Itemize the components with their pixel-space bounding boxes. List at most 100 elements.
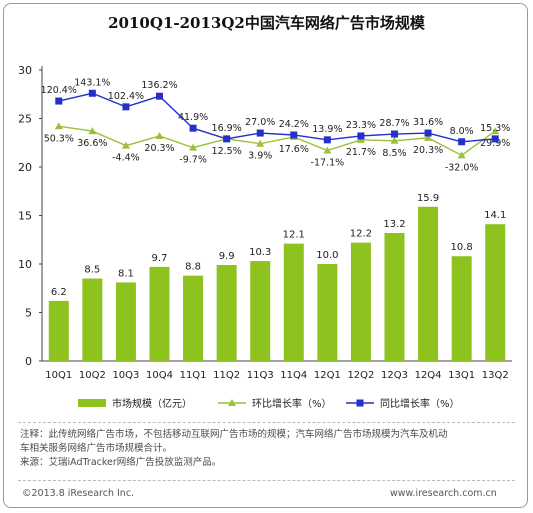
footer-divider bbox=[18, 480, 515, 481]
chart-title: 2010Q1-2013Q2中国汽车网络广告市场规模 bbox=[108, 14, 425, 32]
bar bbox=[216, 264, 237, 361]
y-tick-label: 0 bbox=[25, 355, 32, 368]
legend-label-yoy: 同比增长率（%） bbox=[380, 397, 460, 410]
bar-value-label: 12.1 bbox=[283, 230, 305, 241]
y-tick-label: 15 bbox=[18, 210, 32, 223]
bar bbox=[317, 264, 338, 361]
bar-value-label: 15.9 bbox=[417, 193, 439, 204]
yoy-marker bbox=[156, 92, 163, 100]
y-tick-label: 30 bbox=[18, 64, 32, 77]
bar bbox=[48, 300, 69, 361]
yoy-marker bbox=[55, 97, 63, 105]
x-tick-label: 10Q3 bbox=[112, 370, 139, 381]
bar bbox=[451, 256, 472, 361]
bar bbox=[250, 261, 271, 361]
mom-label: 21.7% bbox=[346, 147, 376, 158]
x-tick-label: 11Q3 bbox=[247, 370, 274, 381]
mom-marker bbox=[189, 143, 198, 151]
y-tick-label: 20 bbox=[18, 161, 32, 174]
yoy-marker bbox=[189, 124, 197, 132]
yoy-marker bbox=[323, 136, 331, 144]
mom-label: 20.3% bbox=[413, 145, 443, 156]
x-tick-label: 11Q1 bbox=[180, 370, 207, 381]
bar-value-label: 9.9 bbox=[219, 251, 235, 262]
mom-label: 36.6% bbox=[77, 138, 107, 149]
mom-marker bbox=[390, 136, 399, 144]
mom-marker bbox=[256, 139, 265, 147]
x-tick-label: 12Q4 bbox=[415, 370, 442, 381]
note-line-1: 注释：此传统网络广告市场，不包括移动互联网广告市场的规模；汽车网络广告市场规模为… bbox=[20, 429, 448, 440]
x-tick-label: 13Q2 bbox=[482, 370, 509, 381]
y-tick-label: 5 bbox=[25, 307, 32, 320]
x-tick-label: 11Q2 bbox=[213, 370, 240, 381]
mom-label: 50.3% bbox=[44, 133, 74, 144]
x-tick-label: 11Q4 bbox=[280, 370, 307, 381]
bar-value-label: 8.1 bbox=[118, 268, 134, 279]
legend-swatch-bar bbox=[78, 399, 106, 407]
mom-label: 3.9% bbox=[248, 151, 272, 162]
bar bbox=[115, 282, 136, 361]
mom-marker bbox=[88, 127, 97, 135]
bar-value-label: 13.2 bbox=[383, 219, 405, 230]
x-tick-label: 10Q1 bbox=[45, 370, 72, 381]
yoy-marker bbox=[122, 103, 130, 111]
notes-divider bbox=[18, 422, 515, 423]
x-tick-label: 12Q3 bbox=[381, 370, 408, 381]
yoy-label: 143.1% bbox=[74, 77, 110, 88]
legend-marker-mom bbox=[228, 399, 236, 406]
yoy-label: 23.3% bbox=[346, 120, 376, 131]
mom-marker bbox=[323, 146, 332, 154]
yoy-label: 13.9% bbox=[312, 124, 342, 135]
mom-label: -32.0% bbox=[445, 162, 479, 173]
bar bbox=[183, 275, 204, 361]
bar bbox=[350, 242, 371, 361]
bar-value-label: 14.1 bbox=[484, 210, 506, 221]
mom-marker bbox=[457, 151, 466, 159]
yoy-label: 120.4% bbox=[41, 85, 77, 96]
bar bbox=[149, 266, 170, 361]
mom-label: 17.6% bbox=[279, 144, 309, 155]
legend-label-bar: 市场规模（亿元） bbox=[112, 397, 192, 410]
bar bbox=[82, 278, 103, 361]
bar-value-label: 8.8 bbox=[185, 262, 201, 273]
yoy-label: 31.6% bbox=[413, 117, 443, 128]
yoy-label: 16.9% bbox=[212, 123, 242, 134]
yoy-marker bbox=[357, 132, 365, 140]
note-line-2: 车相关服务网络广告市场规模合计。 bbox=[20, 443, 173, 454]
yoy-label: 24.2% bbox=[279, 119, 309, 130]
mom-label: 8.5% bbox=[382, 148, 406, 159]
bar-value-label: 12.2 bbox=[350, 229, 372, 240]
yoy-marker bbox=[223, 135, 231, 143]
website-text: www.iresearch.com.cn bbox=[390, 488, 497, 499]
yoy-growth-line bbox=[58, 92, 496, 143]
mom-marker bbox=[121, 141, 130, 149]
mom-growth-line bbox=[58, 125, 496, 157]
mom-label: 29.9% bbox=[480, 138, 510, 149]
yoy-marker bbox=[88, 89, 96, 97]
bar-value-label: 10.0 bbox=[316, 250, 338, 261]
mom-marker bbox=[424, 133, 433, 141]
yoy-label: 15.3% bbox=[480, 123, 510, 134]
source-line: 来源：艾瑞iAdTracker网络广告投放监测产品。 bbox=[20, 457, 222, 468]
mom-marker bbox=[491, 127, 500, 135]
mom-label: 12.5% bbox=[212, 146, 242, 157]
yoy-label: 41.9% bbox=[178, 112, 208, 123]
yoy-marker bbox=[458, 138, 466, 146]
bar-value-label: 10.3 bbox=[249, 247, 271, 258]
bar-value-label: 10.8 bbox=[451, 242, 473, 253]
legend-label-mom: 环比增长率（%） bbox=[252, 397, 332, 410]
yoy-label: 102.4% bbox=[108, 91, 144, 102]
bar bbox=[384, 232, 405, 361]
yoy-label: 27.0% bbox=[245, 117, 275, 128]
mom-label: -9.7% bbox=[179, 155, 207, 166]
x-tick-label: 12Q1 bbox=[314, 370, 341, 381]
x-tick-label: 13Q1 bbox=[448, 370, 475, 381]
x-tick-label: 10Q2 bbox=[79, 370, 106, 381]
bar-value-label: 9.7 bbox=[152, 253, 168, 264]
yoy-label: 136.2% bbox=[141, 80, 177, 91]
x-tick-label: 10Q4 bbox=[146, 370, 173, 381]
yoy-marker bbox=[391, 130, 398, 138]
mom-label: -4.4% bbox=[112, 153, 140, 164]
bar bbox=[418, 206, 439, 361]
